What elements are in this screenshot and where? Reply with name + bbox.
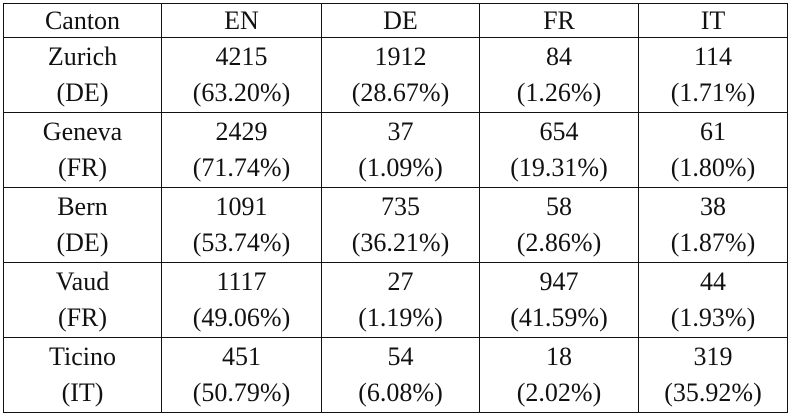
count: 37	[387, 117, 414, 146]
canton-name: Geneva	[42, 117, 123, 146]
row: Bern (DE) 1091 (53.74%) 735 (36.21%) 58 (2.86%)…	[3, 187, 788, 263]
count: 735	[381, 192, 420, 221]
count: 61	[700, 117, 726, 146]
header-row: Canton EN DE FR IT	[3, 3, 788, 38]
table-wrap: Canton EN DE FR IT Zurich (DE) 4215 (63.20%) 191…	[3, 3, 788, 413]
canton-name: Zurich	[47, 42, 118, 71]
count-cell: 61 (1.80%)	[638, 112, 788, 188]
table-body: Zurich (DE) 4215 (63.20%) 1912 (28.67%) 84 (1.2…	[3, 37, 788, 413]
table: Canton EN DE FR IT Zurich (DE) 4215 (63.20%) 191…	[3, 3, 788, 413]
percentage: (6.08%)	[358, 378, 443, 407]
row: Ticino (IT) 451 (50.79%) 54 (6.08%) 18 (2.02%) 3…	[3, 337, 788, 413]
canton-cell: Geneva (FR)	[3, 112, 162, 188]
header-cell: IT	[638, 3, 788, 38]
canton-cell: Ticino (IT)	[3, 337, 162, 413]
canton-language: (IT)	[61, 378, 104, 407]
percentage: (1.93%)	[670, 303, 756, 332]
count-cell: 2429 (71.74%)	[161, 112, 322, 188]
count: 114	[693, 42, 733, 71]
percentage: (2.02%)	[516, 378, 602, 407]
count: 58	[546, 192, 572, 221]
percentage: (63.20%)	[192, 78, 291, 107]
percentage: (41.59%)	[510, 303, 608, 332]
percentage: (35.92%)	[664, 378, 762, 407]
canton-cell: Zurich (DE)	[3, 37, 162, 113]
count-cell: 37 (1.09%)	[321, 112, 480, 188]
percentage: (1.87%)	[670, 228, 756, 257]
header-cell: EN	[161, 3, 322, 38]
row: Geneva (FR) 2429 (71.74%) 37 (1.09%) 654 (19.31…	[3, 112, 788, 188]
count: 1091	[215, 192, 268, 221]
canton-language: (FR)	[57, 303, 108, 332]
count: 18	[546, 342, 572, 371]
count-cell: 4215 (63.20%)	[161, 37, 322, 113]
percentage: (28.67%)	[351, 78, 450, 107]
count-cell: 1912 (28.67%)	[321, 37, 480, 113]
percentage: (1.26%)	[516, 78, 602, 107]
count-cell: 1117 (49.06%)	[161, 262, 322, 338]
count-cell: 44 (1.93%)	[638, 262, 788, 338]
percentage: (19.31%)	[510, 153, 608, 182]
count: 2429	[215, 117, 268, 146]
percentage: (1.71%)	[670, 78, 756, 107]
count-cell: 947 (41.59%)	[479, 262, 639, 338]
count: 44	[700, 267, 726, 296]
percentage: (36.21%)	[351, 228, 450, 257]
percentage: (53.74%)	[192, 228, 291, 257]
percentage: (71.74%)	[192, 153, 291, 182]
percentage: (50.79%)	[192, 378, 291, 407]
percentage: (49.06%)	[192, 303, 291, 332]
count-cell: 735 (36.21%)	[321, 187, 480, 263]
count-cell: 54 (6.08%)	[321, 337, 480, 413]
percentage: (2.86%)	[516, 228, 602, 257]
row: Zurich (DE) 4215 (63.20%) 1912 (28.67%) 84 (1.2…	[3, 37, 788, 113]
count: 27	[387, 267, 414, 296]
count: 319	[693, 342, 733, 371]
count-cell: 18 (2.02%)	[479, 337, 639, 413]
count: 84	[546, 42, 572, 71]
header-cell: FR	[479, 3, 639, 38]
count: 1117	[216, 267, 267, 296]
count-cell: 38 (1.87%)	[638, 187, 788, 263]
count-cell: 1091 (53.74%)	[161, 187, 322, 263]
count-cell: 451 (50.79%)	[161, 337, 322, 413]
count-cell: 58 (2.86%)	[479, 187, 639, 263]
percentage: (1.19%)	[358, 303, 443, 332]
count: 54	[387, 342, 414, 371]
canton-language: (DE)	[56, 228, 109, 257]
canton-name: Ticino	[49, 342, 116, 371]
header-cell: Canton	[3, 3, 162, 38]
count-cell: 27 (1.19%)	[321, 262, 480, 338]
row: Vaud (FR) 1117 (49.06%) 27 (1.19%) 947 (41.59%)…	[3, 262, 788, 338]
canton-cell: Vaud (FR)	[3, 262, 162, 338]
header-cell: DE	[321, 3, 480, 38]
count: 654	[539, 117, 579, 146]
count: 4215	[215, 42, 268, 71]
percentage: (1.80%)	[670, 153, 756, 182]
count: 947	[539, 267, 579, 296]
canton-cell: Bern (DE)	[3, 187, 162, 263]
count-cell: 84 (1.26%)	[479, 37, 639, 113]
count-cell: 319 (35.92%)	[638, 337, 788, 413]
count: 451	[222, 342, 261, 371]
count: 1912	[374, 42, 427, 71]
canton-language: (DE)	[56, 78, 109, 107]
count-cell: 114 (1.71%)	[638, 37, 788, 113]
canton-name: Vaud	[55, 267, 110, 296]
percentage: (1.09%)	[358, 153, 443, 182]
count: 38	[700, 192, 726, 221]
count-cell: 654 (19.31%)	[479, 112, 639, 188]
canton-name: Bern	[57, 192, 108, 221]
canton-language: (FR)	[57, 153, 108, 182]
